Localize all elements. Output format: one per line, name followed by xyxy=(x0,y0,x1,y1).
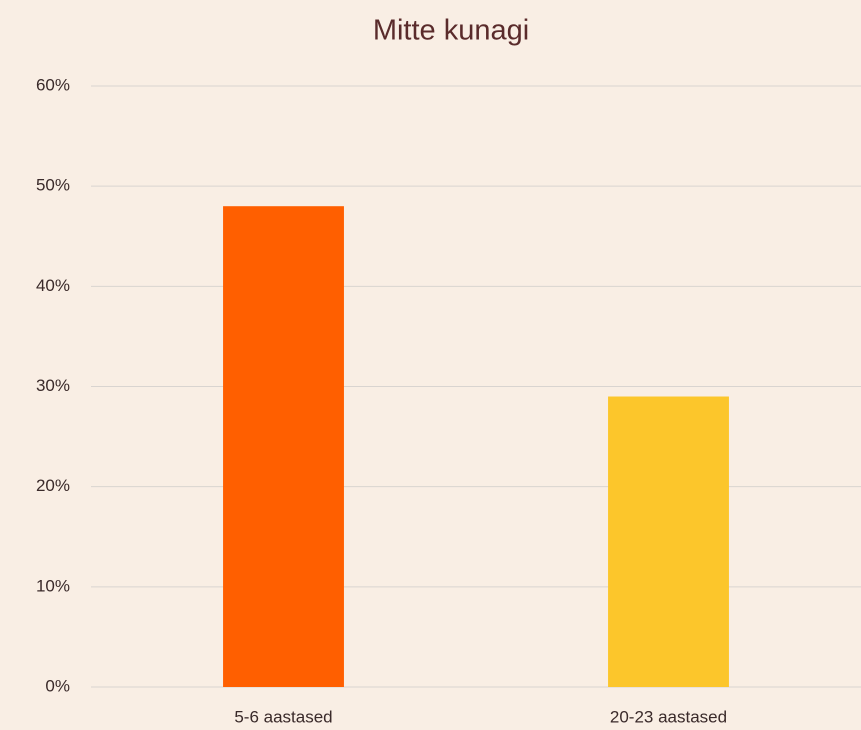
x-tick-label: 5-6 aastased xyxy=(234,707,332,726)
y-tick-label: 10% xyxy=(36,576,70,595)
chart-title: Mitte kunagi xyxy=(373,15,529,47)
y-tick-label: 20% xyxy=(36,476,70,495)
y-tick-label: 0% xyxy=(45,676,70,695)
bar xyxy=(608,396,729,687)
y-tick-label: 40% xyxy=(36,276,70,295)
x-tick-label: 20-23 aastased xyxy=(610,707,727,726)
y-tick-label: 60% xyxy=(36,75,70,94)
y-tick-label: 30% xyxy=(36,376,70,395)
y-tick-label: 50% xyxy=(36,176,70,195)
bar xyxy=(223,206,344,687)
